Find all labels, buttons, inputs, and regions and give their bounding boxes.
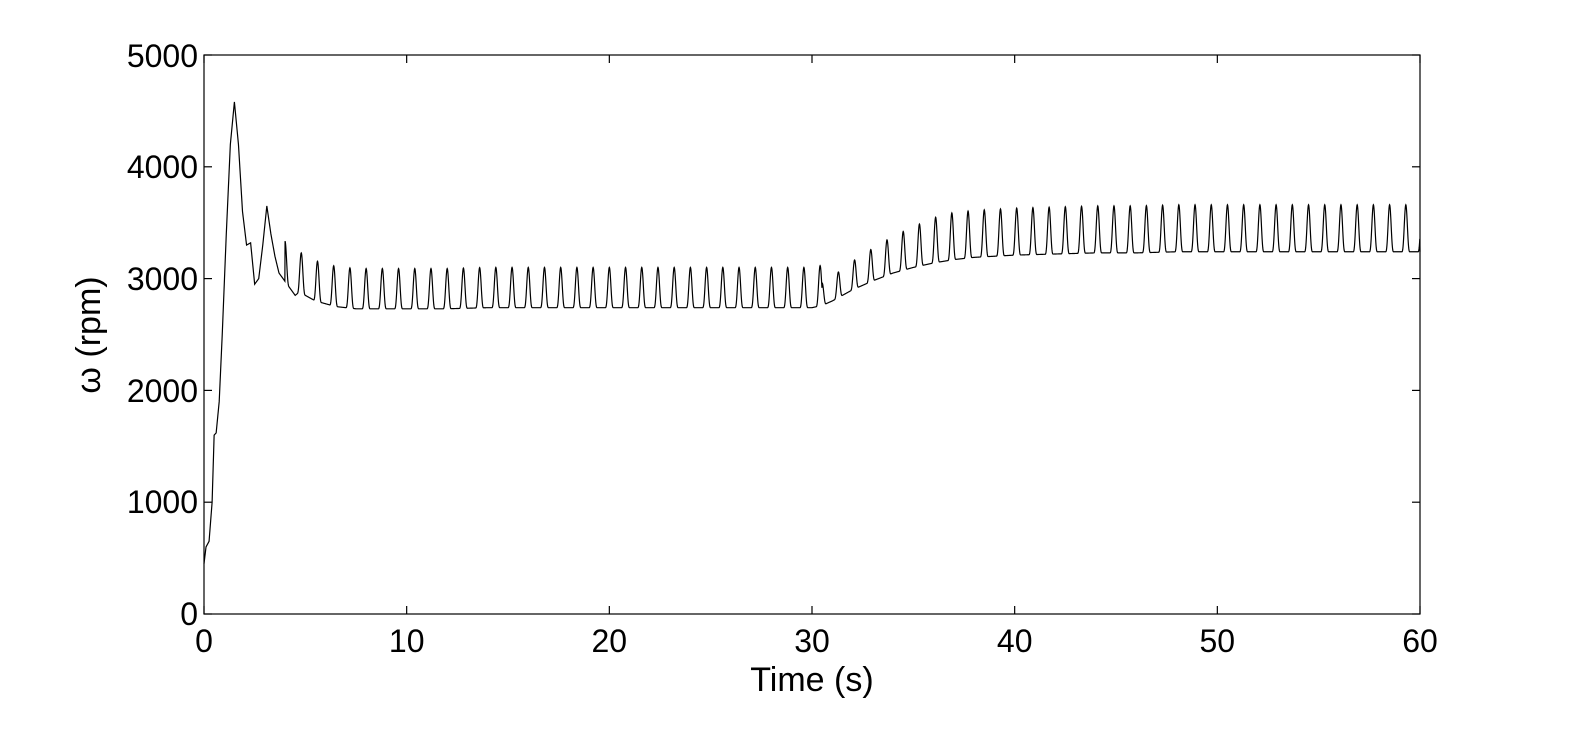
y-axis-tick-labels: 0 1000 2000 3000 4000 5000 <box>127 38 198 632</box>
plot-area <box>203 54 1421 615</box>
x-tick-label: 0 <box>195 623 213 659</box>
x-tick-label: 30 <box>794 623 830 659</box>
y-tick-label: 3000 <box>127 261 198 297</box>
x-axis-tick-labels: 0 10 20 30 40 50 60 <box>195 623 1438 659</box>
y-tick-label: 0 <box>180 596 198 632</box>
x-tick-label: 20 <box>592 623 628 659</box>
x-tick-label: 10 <box>389 623 425 659</box>
x-axis-label: Time (s) <box>750 661 873 699</box>
y-tick-label: 4000 <box>127 149 198 185</box>
y-tick-label: 2000 <box>127 373 198 409</box>
x-tick-label: 60 <box>1402 623 1438 659</box>
y-tick-label: 1000 <box>127 484 198 520</box>
y-axis-ticks <box>204 54 1420 615</box>
x-tick-label: 50 <box>1200 623 1236 659</box>
series-line <box>203 101 1421 564</box>
y-axis-label: ω (rpm) <box>70 276 108 393</box>
y-tick-label: 5000 <box>127 38 198 74</box>
plot-frame <box>203 54 1421 615</box>
x-tick-label: 40 <box>997 623 1033 659</box>
x-axis-ticks <box>203 55 1421 614</box>
